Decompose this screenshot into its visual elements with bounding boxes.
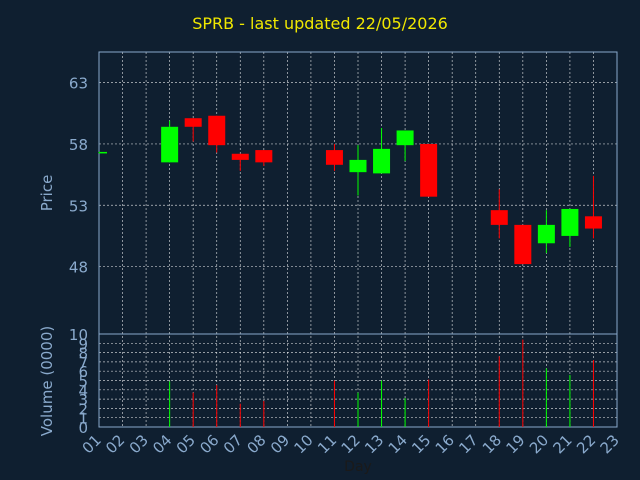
x-tick-label: 16 [432,431,458,457]
candle-body [161,126,179,163]
x-tick-label: 14 [385,431,411,457]
price-tick-label: 58 [69,136,88,154]
x-tick-label: 05 [173,431,199,457]
candle-body [255,150,273,163]
x-tick-label: 08 [243,431,269,457]
volume-tick-label: 9 [78,335,88,353]
volume-tick-label: 4 [78,382,88,400]
candle-body [373,148,391,174]
x-tick-label: 12 [338,431,364,457]
candle-body [184,118,202,127]
candle-body [584,216,602,229]
candle-body [561,208,579,236]
x-tick-label: 04 [149,431,175,457]
candle-body [325,150,343,165]
x-tick-label: 20 [526,431,552,457]
x-tick-label: 03 [126,431,152,457]
candle-body [396,130,414,146]
candle-body [349,159,367,173]
volume-tick-label: 1 [78,410,88,428]
price-axis-label: Price [38,175,56,212]
candle-body [99,151,107,154]
candle-body [420,143,438,197]
x-tick-label: 09 [267,431,293,457]
volume-tick-label: 5 [78,373,88,391]
volume-tick-label: 8 [78,345,88,363]
x-axis-label: Day [344,459,372,475]
x-tick-label: 23 [597,431,623,457]
x-tick-label: 11 [314,431,340,457]
x-tick-label: 13 [361,431,387,457]
x-tick-label: 18 [479,431,505,457]
x-tick-label: 17 [455,431,481,457]
candle-body [514,224,532,265]
volume-tick-label: 3 [78,391,88,409]
volume-tick-label: 0 [78,419,88,437]
x-tick-label: 21 [550,431,576,457]
x-tick-label: 19 [502,431,528,457]
volume-tick-label: 7 [78,354,88,372]
price-tick-label: 53 [69,197,88,215]
price-tick-label: 48 [69,259,88,277]
x-tick-label: 02 [102,431,128,457]
candle-body [231,153,249,160]
volume-tick-label: 2 [78,400,88,418]
chart-title: SPRB - last updated 22/05/2026 [192,14,448,33]
x-tick-label: 06 [196,431,222,457]
x-tick-label: 15 [408,431,434,457]
volume-tick-label: 6 [78,363,88,381]
x-tick-label: 22 [573,431,599,457]
candle-body [490,210,508,225]
volume-tick-label: 10 [69,326,88,344]
candle-body [537,224,555,244]
candle-body [208,115,226,146]
price-tick-label: 63 [69,75,88,93]
x-tick-label: 10 [291,431,317,457]
x-tick-label: 07 [220,431,246,457]
volume-axis-label: Volume (0000) [38,326,56,436]
